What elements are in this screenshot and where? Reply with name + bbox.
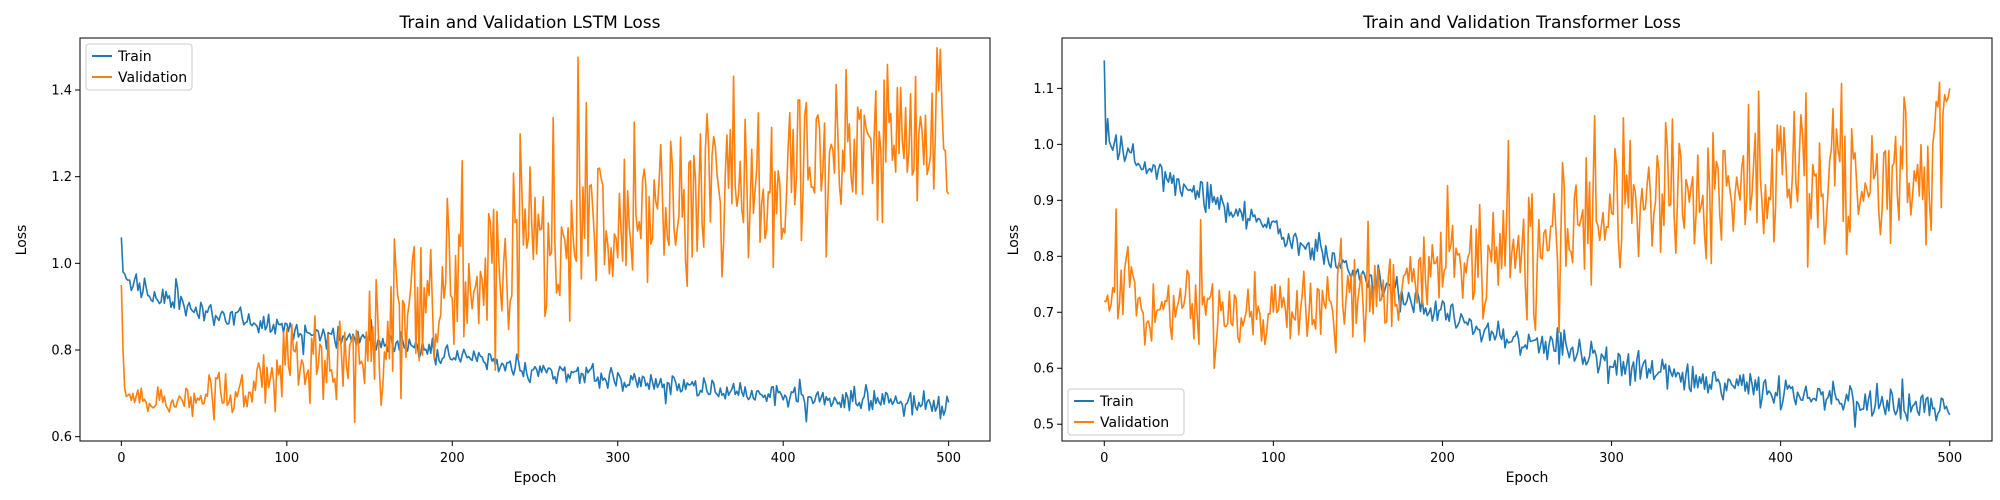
x-tick-label: 0	[1100, 451, 1108, 466]
x-tick-label: 300	[1599, 451, 1624, 466]
x-tick-label: 100	[274, 451, 299, 466]
y-axis-label: Loss	[14, 225, 30, 256]
series-layer	[120, 47, 950, 424]
series-line-validation	[120, 47, 950, 424]
legend: Train Validation	[1067, 388, 1185, 436]
x-tick-label: 500	[936, 451, 961, 466]
legend-label-validation: Validation	[1100, 415, 1169, 431]
chart-title: Train and Validation Transformer Loss	[1362, 13, 1681, 33]
y-tick-label: 0.8	[51, 344, 72, 359]
series-line-validation	[1104, 81, 1951, 370]
y-tick-label: 0.5	[1033, 418, 1054, 433]
y-tick-label: 0.8	[1033, 250, 1054, 265]
plot-area	[120, 47, 950, 424]
legend-box	[85, 43, 193, 91]
x-tick-label: 500	[1937, 451, 1962, 466]
x-tick-label: 400	[771, 451, 796, 466]
x-axis-ticks: 0 100 200 300 400 500	[117, 441, 961, 466]
series-layer	[1103, 60, 1951, 428]
y-tick-label: 0.7	[1033, 306, 1054, 321]
plot-area	[1103, 60, 1951, 428]
y-tick-label: 0.6	[51, 430, 72, 445]
y-tick-label: 0.6	[1033, 362, 1054, 377]
x-axis-label: Epoch	[514, 470, 557, 486]
x-tick-label: 400	[1768, 451, 1793, 466]
axes-frame	[1061, 37, 1993, 442]
y-axis-label: Loss	[1006, 225, 1022, 256]
legend-box	[1067, 388, 1185, 436]
y-tick-label: 1.2	[51, 170, 72, 185]
y-tick-label: 1.4	[51, 84, 72, 99]
series-line-train	[120, 237, 950, 423]
y-axis-ticks: 0.5 0.6 0.7 0.8 0.9 1.0 1.1	[1033, 82, 1062, 433]
y-tick-label: 1.0	[1033, 138, 1054, 153]
axes-frame	[79, 37, 991, 442]
lstm-loss-chart: Train and Validation LSTM Loss 0 100 200 30…	[14, 13, 991, 486]
chart-title: Train and Validation LSTM Loss	[399, 13, 661, 33]
legend-label-train: Train	[1099, 394, 1134, 410]
x-tick-label: 200	[440, 451, 465, 466]
x-axis-ticks: 0 100 200 300 400 500	[1100, 441, 1962, 466]
legend-label-train: Train	[117, 49, 152, 65]
x-tick-label: 0	[117, 451, 125, 466]
series-line-train	[1103, 60, 1951, 428]
x-tick-label: 200	[1430, 451, 1455, 466]
y-axis-ticks: 0.6 0.8 1.0 1.2 1.4	[51, 84, 80, 445]
legend-label-validation: Validation	[118, 70, 187, 86]
y-tick-label: 1.1	[1033, 82, 1054, 97]
transformer-loss-chart: Train and Validation Transformer Loss 0 1…	[1006, 13, 1993, 486]
legend: Train Validation	[85, 43, 193, 91]
y-tick-label: 0.9	[1033, 194, 1054, 209]
x-tick-label: 300	[605, 451, 630, 466]
x-tick-label: 100	[1261, 451, 1286, 466]
y-tick-label: 1.0	[51, 257, 72, 272]
x-axis-label: Epoch	[1506, 470, 1549, 486]
